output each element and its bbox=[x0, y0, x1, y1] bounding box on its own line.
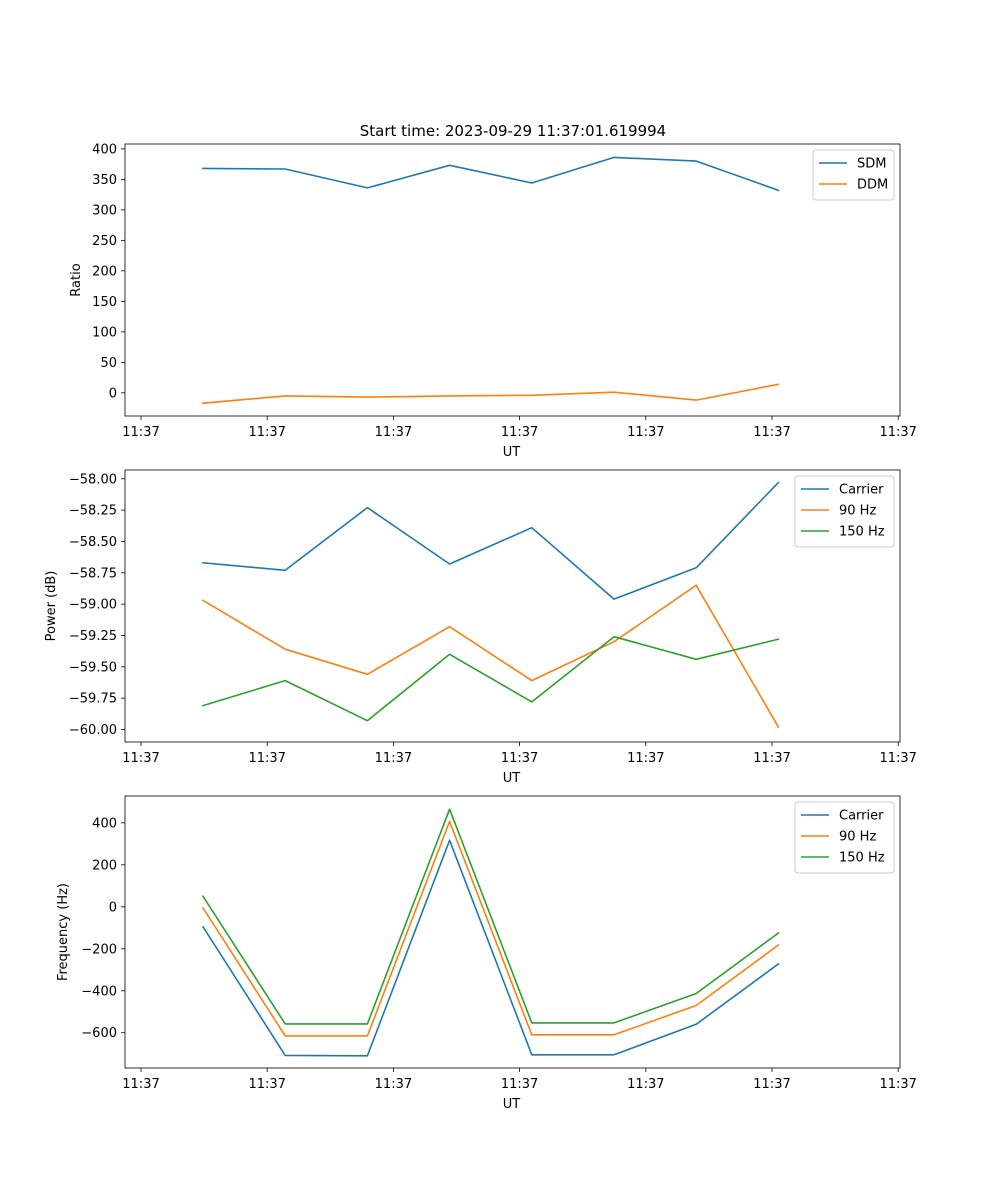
series-line-carrier bbox=[202, 481, 780, 600]
series-line-carrier bbox=[201, 839, 780, 1057]
legend-label: 150 Hz bbox=[839, 525, 885, 540]
x-tick-label: 11:37 bbox=[501, 1077, 538, 1092]
x-tick-label: 11:37 bbox=[627, 751, 664, 766]
y-tick-label: 150 bbox=[92, 295, 117, 310]
legend-label: 90 Hz bbox=[839, 830, 876, 845]
y-tick-label: −58.00 bbox=[69, 472, 117, 487]
y-tick-label: −58.75 bbox=[69, 566, 117, 581]
y-tick-label: 50 bbox=[100, 356, 117, 371]
y-tick-label: 100 bbox=[92, 325, 117, 340]
series-line-sdm bbox=[202, 156, 780, 192]
x-tick-label: 11:37 bbox=[248, 1077, 285, 1092]
y-axis-label: Ratio bbox=[69, 263, 84, 296]
plot-frame bbox=[124, 143, 901, 417]
legend-label: 150 Hz bbox=[839, 851, 885, 866]
y-tick-label: −59.75 bbox=[69, 692, 117, 707]
x-tick-label: 11:37 bbox=[753, 425, 790, 440]
y-tick-label: 200 bbox=[92, 264, 117, 279]
x-tick-label: 11:37 bbox=[248, 425, 285, 440]
legend-box bbox=[794, 475, 895, 548]
y-tick-label: 350 bbox=[92, 173, 117, 188]
y-tick-label: −58.50 bbox=[69, 535, 117, 550]
frequency-chart-panel: 11:3711:3711:3711:3711:3711:3711:3711:38… bbox=[56, 795, 917, 1112]
y-tick-label: −200 bbox=[81, 942, 117, 957]
x-tick-label: 11:37 bbox=[375, 1077, 412, 1092]
legend: Carrier 90 Hz 150 Hz bbox=[794, 475, 895, 548]
legend-box bbox=[794, 801, 895, 874]
x-tick-label: 11:37 bbox=[879, 425, 916, 440]
plot-frame bbox=[124, 795, 901, 1069]
y-axis-label: Frequency (Hz) bbox=[56, 883, 71, 981]
series-line-150-hz bbox=[202, 635, 780, 722]
x-tick-label: 11:37 bbox=[879, 1077, 916, 1092]
series-line-90-hz bbox=[201, 584, 780, 729]
legend-label: DDM bbox=[857, 178, 888, 193]
y-tick-label: 250 bbox=[92, 234, 117, 249]
legend: Carrier 90 Hz 150 Hz bbox=[794, 801, 895, 874]
y-tick-label: −59.50 bbox=[69, 660, 117, 675]
y-tick-label: −600 bbox=[81, 1026, 117, 1041]
power-chart-panel: 11:3711:3711:3711:3711:3711:3711:3711:38… bbox=[44, 469, 917, 786]
y-tick-label: 400 bbox=[92, 816, 117, 831]
y-tick-label: −400 bbox=[81, 984, 117, 999]
x-tick-label: 11:37 bbox=[753, 751, 790, 766]
y-tick-label: 200 bbox=[92, 858, 117, 873]
figure-title: Start time: 2023-09-29 11:37:01.619994 bbox=[360, 122, 666, 140]
x-tick-label: 11:37 bbox=[375, 751, 412, 766]
legend-label: SDM bbox=[857, 157, 886, 172]
x-axis-label: UT bbox=[503, 771, 521, 786]
series-line-90-hz bbox=[201, 820, 780, 1037]
legend: SDM DDM bbox=[812, 149, 895, 201]
x-axis-label: UT bbox=[503, 1097, 521, 1112]
y-tick-label: −59.00 bbox=[69, 598, 117, 613]
series-line-150-hz bbox=[201, 808, 780, 1025]
plot-frame bbox=[124, 469, 901, 743]
y-tick-label: −60.00 bbox=[69, 723, 117, 738]
legend-label: Carrier bbox=[839, 483, 884, 498]
y-tick-label: −58.25 bbox=[69, 504, 117, 519]
x-tick-label: 11:37 bbox=[122, 1077, 159, 1092]
y-axis-label: Power (dB) bbox=[44, 571, 59, 642]
legend-label: Carrier bbox=[839, 809, 884, 824]
series-line-ddm bbox=[202, 383, 780, 405]
y-tick-label: 0 bbox=[109, 900, 117, 915]
y-tick-label: 0 bbox=[109, 386, 117, 401]
x-tick-label: 11:37 bbox=[501, 751, 538, 766]
x-tick-label: 11:37 bbox=[753, 1077, 790, 1092]
x-tick-label: 11:37 bbox=[375, 425, 412, 440]
x-tick-label: 11:37 bbox=[501, 425, 538, 440]
legend-label: 90 Hz bbox=[839, 504, 876, 519]
x-tick-label: 11:37 bbox=[627, 425, 664, 440]
y-tick-label: −59.25 bbox=[69, 629, 117, 644]
x-tick-label: 11:37 bbox=[122, 751, 159, 766]
ratio-chart-panel: 11:3711:3711:3711:3711:3711:3711:3711:38… bbox=[69, 142, 917, 460]
y-tick-label: 300 bbox=[92, 203, 117, 218]
y-tick-label: 400 bbox=[92, 142, 117, 157]
x-tick-label: 11:37 bbox=[248, 751, 285, 766]
x-tick-label: 11:37 bbox=[627, 1077, 664, 1092]
x-axis-label: UT bbox=[503, 445, 521, 460]
x-tick-label: 11:37 bbox=[122, 425, 159, 440]
x-tick-label: 11:37 bbox=[879, 751, 916, 766]
